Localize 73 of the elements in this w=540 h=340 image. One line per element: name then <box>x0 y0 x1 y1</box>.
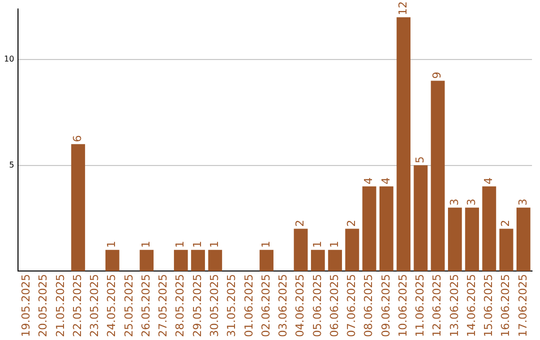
data-label: 3 <box>516 198 530 206</box>
data-label: 12 <box>396 1 410 16</box>
data-label: 1 <box>139 240 152 248</box>
data-label: 2 <box>294 220 307 227</box>
data-label: 1 <box>208 240 222 248</box>
data-label: 1 <box>105 240 118 248</box>
x-tick-label: 13.06.2025 <box>448 274 461 338</box>
x-tick-label: 19.05.2025 <box>20 274 33 338</box>
data-label: 1 <box>174 240 187 248</box>
bar <box>499 228 514 272</box>
bar <box>379 186 394 272</box>
x-tick-label: 31.05.2025 <box>225 274 238 338</box>
bar <box>105 250 120 272</box>
data-label: 3 <box>448 198 461 206</box>
bar <box>174 250 188 272</box>
data-label: 4 <box>362 177 376 184</box>
bar <box>345 228 360 272</box>
x-tick-label: 15.06.2025 <box>482 274 496 338</box>
y-tick-label: 10 <box>4 54 14 64</box>
bar <box>430 80 445 272</box>
data-label: 5 <box>414 156 427 164</box>
data-label: 6 <box>70 135 84 142</box>
data-label: 4 <box>379 177 392 184</box>
bar <box>362 186 376 272</box>
x-tick-label: 26.05.2025 <box>139 274 152 338</box>
data-label: 4 <box>482 177 496 184</box>
data-label: 1 <box>259 240 272 248</box>
bar <box>465 208 479 272</box>
bar <box>71 144 86 272</box>
x-tick-label: 05.06.2025 <box>310 274 324 338</box>
x-tick-label: 09.06.2025 <box>379 274 392 338</box>
data-label: 9 <box>430 72 444 79</box>
bar <box>191 250 205 272</box>
bar <box>294 228 308 272</box>
bar <box>260 250 274 272</box>
bar <box>208 250 222 272</box>
x-tick-label: 06.06.2025 <box>328 274 341 338</box>
data-label: 1 <box>328 240 341 248</box>
data-label: 1 <box>310 240 324 248</box>
x-tick-label: 17.06.2025 <box>516 274 530 338</box>
x-tick-label: 23.05.2025 <box>88 274 102 338</box>
x-tick-label: 20.05.2025 <box>36 274 50 338</box>
x-tick-label: 01.06.2025 <box>242 274 256 338</box>
bar <box>310 250 325 272</box>
data-label: 2 <box>345 220 358 227</box>
bar <box>328 250 342 272</box>
bar <box>516 208 530 272</box>
bar <box>448 208 462 272</box>
x-tick-label: 16.06.2025 <box>499 274 512 338</box>
x-tick-label: 30.05.2025 <box>208 274 222 338</box>
bar <box>396 17 410 272</box>
x-tick-label: 03.06.2025 <box>276 274 290 338</box>
x-tick-label: 21.05.2025 <box>54 274 67 338</box>
x-tick-label: 27.05.2025 <box>156 274 170 338</box>
x-tick-label: 11.06.2025 <box>414 274 427 338</box>
bar <box>140 250 154 272</box>
x-tick-label: 14.06.2025 <box>464 274 478 338</box>
x-tick-label: 24.05.2025 <box>105 274 118 338</box>
x-tick-label: 22.05.2025 <box>70 274 84 338</box>
data-label: 3 <box>464 198 478 206</box>
x-tick-label: 10.06.2025 <box>396 274 410 338</box>
x-tick-label: 02.06.2025 <box>259 274 272 338</box>
x-tick-label: 12.06.2025 <box>430 274 444 338</box>
x-tick-label: 28.05.2025 <box>174 274 187 338</box>
x-tick-label: 08.06.2025 <box>362 274 376 338</box>
x-tick-label: 29.05.2025 <box>190 274 204 338</box>
x-tick-label: 04.06.2025 <box>294 274 307 338</box>
bar <box>482 186 496 272</box>
bar <box>414 165 428 272</box>
data-label: 1 <box>190 240 204 248</box>
x-tick-label: 07.06.2025 <box>345 274 358 338</box>
x-tick-label: 25.05.2025 <box>122 274 136 338</box>
data-label: 2 <box>499 220 512 227</box>
